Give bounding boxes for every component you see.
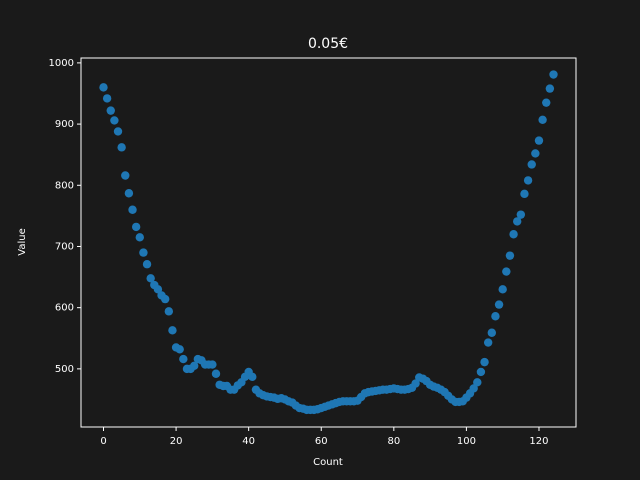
point [469,384,478,393]
point [179,354,188,364]
point [110,116,119,125]
y-tick-label: 600 [55,303,74,314]
x-tick-label: 100 [457,436,476,447]
point [124,189,134,198]
point [502,267,511,276]
point [160,294,170,304]
point [117,143,126,152]
point [153,285,163,294]
x-tick-label: 80 [387,436,400,447]
x-tick-label: 0 [100,436,106,447]
point [128,205,137,214]
point [531,149,540,158]
point [102,94,112,103]
point [164,307,174,316]
point [545,84,555,93]
point [513,217,522,226]
point [483,338,493,347]
point [146,274,155,283]
point [248,372,257,382]
y-tick-label: 700 [55,241,74,252]
point [491,312,500,321]
point [549,70,558,79]
point [121,171,130,180]
point [139,248,148,257]
y-tick-label: 900 [55,119,74,130]
y-tick-label: 500 [55,364,74,375]
point [542,98,551,107]
point [168,326,177,335]
point [523,176,533,185]
point [538,115,547,125]
y-tick-label: 1000 [49,58,74,69]
x-tick-label: 60 [315,436,328,447]
point [473,378,482,387]
point [520,189,529,199]
point [106,106,115,115]
point [142,260,152,269]
point [113,127,123,136]
y-axis-label: Value [17,228,28,255]
point [211,369,221,378]
plot-frame [80,57,577,428]
point [99,83,108,92]
point [411,379,420,388]
point [527,160,536,169]
point [498,285,507,294]
x-tick-label: 120 [529,436,548,447]
x-tick-label: 40 [242,436,255,447]
point [480,357,489,367]
point [494,300,504,309]
point [487,328,497,337]
point [135,233,144,242]
chart-title: 0.05€ [308,36,348,52]
point [131,222,141,232]
point [516,210,526,219]
point [505,251,515,260]
x-tick-label: 20 [170,436,183,447]
point [190,361,199,371]
point [476,367,486,377]
point [175,345,184,354]
point [534,136,544,145]
y-tick-label: 800 [55,180,74,191]
point [509,230,518,239]
point [208,360,217,369]
x-axis-label: Count [313,457,343,468]
